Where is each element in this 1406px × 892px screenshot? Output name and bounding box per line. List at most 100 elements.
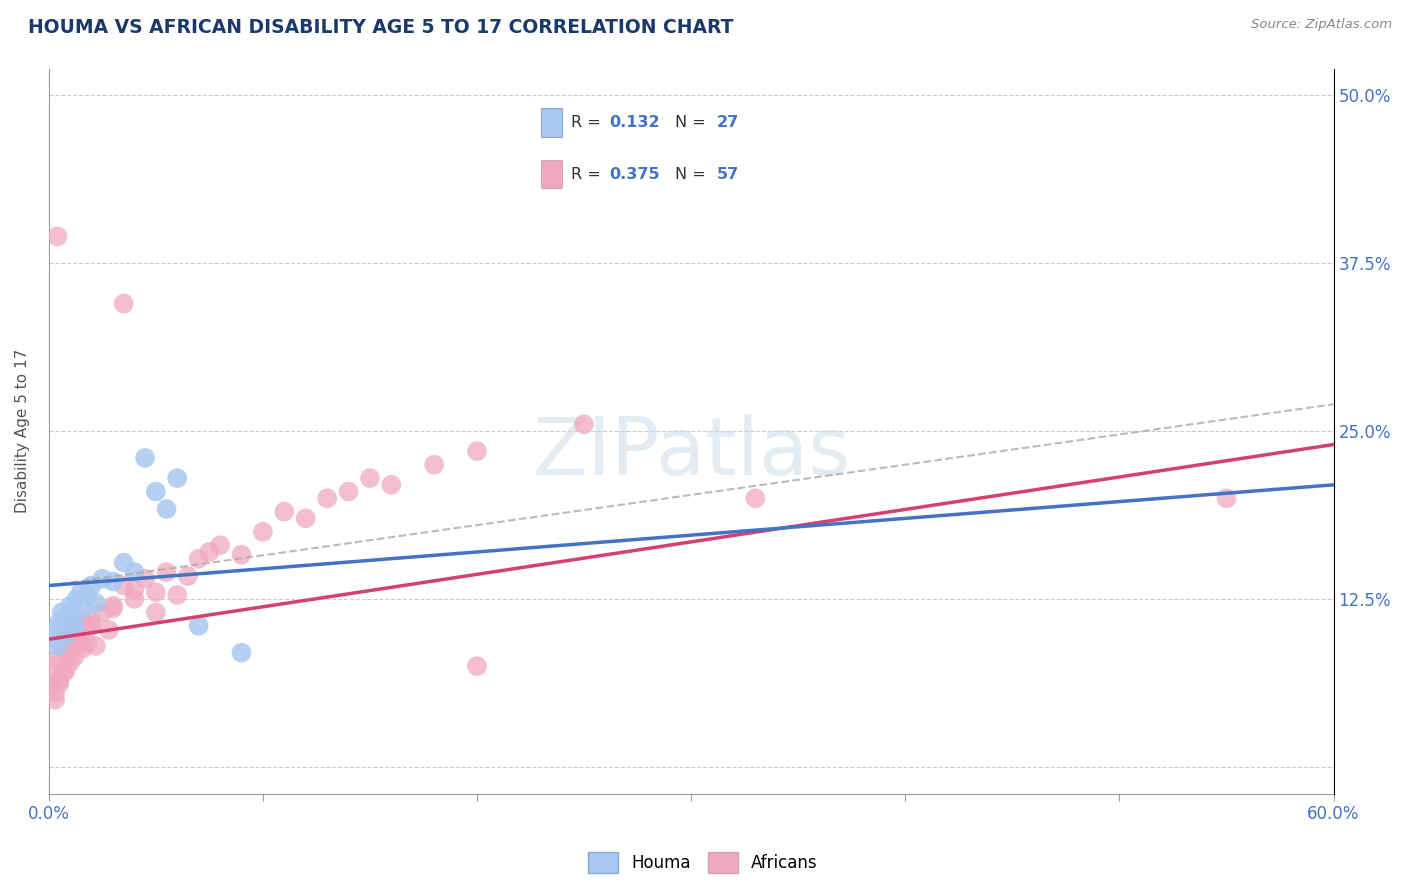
Text: N =: N = xyxy=(675,167,711,182)
Point xyxy=(1215,491,1237,506)
Y-axis label: Disability Age 5 to 17: Disability Age 5 to 17 xyxy=(15,349,30,513)
Text: 0.132: 0.132 xyxy=(609,115,659,130)
Point xyxy=(465,659,488,673)
Point xyxy=(63,649,86,664)
Point xyxy=(51,606,73,620)
Point xyxy=(44,692,66,706)
Text: N =: N = xyxy=(675,115,711,130)
Point xyxy=(52,625,75,640)
Point xyxy=(44,623,66,637)
Point xyxy=(60,639,83,653)
Point xyxy=(75,619,97,633)
Point xyxy=(187,619,209,633)
Point xyxy=(76,588,98,602)
Point xyxy=(48,676,70,690)
Point xyxy=(67,632,90,647)
Point xyxy=(273,505,295,519)
Point xyxy=(48,673,70,687)
Point xyxy=(337,484,360,499)
Text: ZIPatlas: ZIPatlas xyxy=(531,414,851,491)
Point xyxy=(112,578,135,592)
Text: HOUMA VS AFRICAN DISABILITY AGE 5 TO 17 CORRELATION CHART: HOUMA VS AFRICAN DISABILITY AGE 5 TO 17 … xyxy=(28,18,734,37)
Point xyxy=(209,538,232,552)
Point xyxy=(44,686,66,700)
Point xyxy=(48,615,70,629)
Point xyxy=(97,623,120,637)
Point xyxy=(80,578,103,592)
FancyBboxPatch shape xyxy=(541,160,562,188)
Point xyxy=(46,639,69,653)
Point xyxy=(177,569,200,583)
Point xyxy=(70,628,93,642)
Point xyxy=(59,655,82,669)
Text: R =: R = xyxy=(571,115,606,130)
Point xyxy=(51,636,73,650)
Point xyxy=(124,565,146,579)
Point xyxy=(72,601,94,615)
Point xyxy=(70,585,93,599)
Point xyxy=(42,632,65,647)
Point xyxy=(91,606,114,620)
Point xyxy=(744,491,766,506)
Point xyxy=(101,601,124,615)
Point xyxy=(42,659,65,673)
Point xyxy=(59,599,82,613)
Point xyxy=(124,582,146,597)
Point xyxy=(465,444,488,458)
Text: Source: ZipAtlas.com: Source: ZipAtlas.com xyxy=(1251,18,1392,31)
Text: R =: R = xyxy=(571,167,606,182)
Point xyxy=(145,606,167,620)
Point xyxy=(91,572,114,586)
Point xyxy=(70,612,93,626)
Point xyxy=(134,450,156,465)
Point xyxy=(101,599,124,613)
Point xyxy=(56,619,79,633)
Point xyxy=(380,478,402,492)
Point xyxy=(63,619,86,633)
Point xyxy=(84,639,107,653)
Point xyxy=(145,585,167,599)
Point xyxy=(198,545,221,559)
Point xyxy=(316,491,339,506)
Point xyxy=(46,229,69,244)
Point xyxy=(80,615,103,629)
Point xyxy=(423,458,446,472)
Point xyxy=(84,596,107,610)
Text: 57: 57 xyxy=(717,167,740,182)
Point xyxy=(65,625,87,640)
Point xyxy=(231,548,253,562)
Point xyxy=(46,652,69,666)
FancyBboxPatch shape xyxy=(541,109,562,136)
Point xyxy=(231,646,253,660)
Point xyxy=(112,296,135,310)
Point xyxy=(55,646,77,660)
Point xyxy=(145,484,167,499)
Point xyxy=(59,646,82,660)
Point xyxy=(155,565,177,579)
Point xyxy=(76,636,98,650)
Point xyxy=(56,609,79,624)
Point xyxy=(112,556,135,570)
Text: 27: 27 xyxy=(717,115,740,130)
Point xyxy=(60,612,83,626)
Point xyxy=(134,572,156,586)
Point xyxy=(166,588,188,602)
Point xyxy=(187,551,209,566)
Text: 0.375: 0.375 xyxy=(609,167,659,182)
Point xyxy=(101,574,124,589)
Point xyxy=(155,502,177,516)
Point xyxy=(65,591,87,606)
Point xyxy=(72,641,94,656)
Point xyxy=(80,619,103,633)
Point xyxy=(124,591,146,606)
Point xyxy=(55,663,77,677)
Point xyxy=(39,679,62,693)
Point xyxy=(166,471,188,485)
Legend: Houma, Africans: Houma, Africans xyxy=(582,846,824,880)
Point xyxy=(359,471,381,485)
Point xyxy=(52,665,75,680)
Point xyxy=(55,628,77,642)
Point xyxy=(294,511,316,525)
Point xyxy=(252,524,274,539)
Point xyxy=(572,417,595,432)
